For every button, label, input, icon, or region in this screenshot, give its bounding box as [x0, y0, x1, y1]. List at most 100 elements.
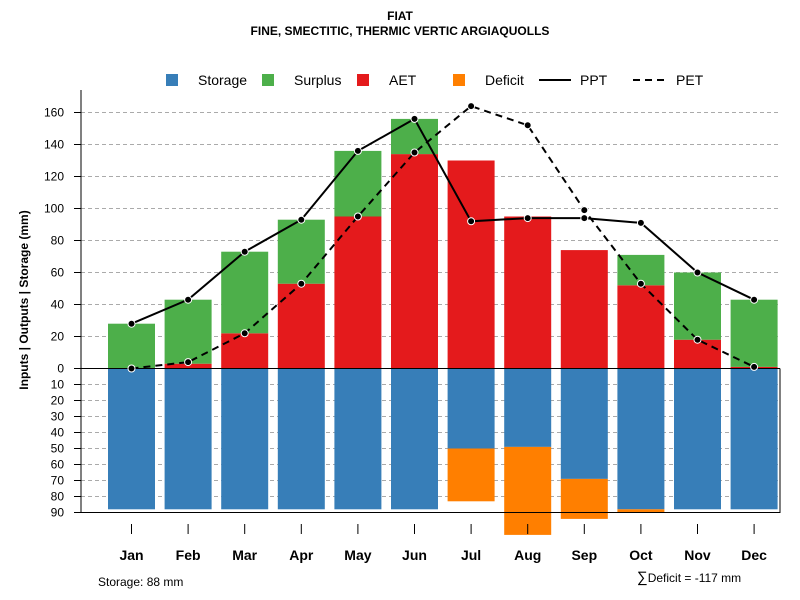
- legend-deficit-label: Deficit: [485, 72, 524, 88]
- pet-line: [131, 104, 755, 370]
- ppt-point: [353, 146, 362, 155]
- surplus-bar: [221, 251, 269, 334]
- storage-bar: [277, 368, 325, 510]
- legend-aet-label: AET: [389, 72, 417, 88]
- legend-pet-label: PET: [676, 72, 704, 88]
- aet-bar: [674, 339, 721, 369]
- lower-frame: [81, 368, 781, 513]
- pet-point: [693, 335, 702, 344]
- storage-bar: [447, 368, 495, 449]
- y-tick-label: 160: [44, 106, 64, 120]
- ppt-point: [297, 215, 306, 224]
- y-axis-label: Inputs | Outputs | Storage (mm): [17, 210, 31, 389]
- chart-subtitle: FINE, SMECTITIC, THERMIC VERTIC ARGIAQUO…: [250, 24, 550, 38]
- pet-point: [523, 121, 532, 130]
- y-tick-label: 30: [51, 410, 65, 424]
- x-tick-label: Aug: [514, 547, 541, 563]
- surplus-bar: [334, 150, 382, 217]
- ppt-line: [131, 117, 755, 325]
- storage-bar: [730, 368, 778, 510]
- surplus-bar: [277, 219, 325, 284]
- pet-point: [184, 358, 193, 367]
- surplus-bar: [108, 323, 155, 369]
- pet-point: [410, 148, 419, 157]
- pet-point: [636, 279, 645, 288]
- y-tick-label: 80: [51, 234, 65, 248]
- legend-deficit-swatch: [453, 74, 465, 86]
- x-tick-label: Feb: [176, 547, 201, 563]
- legend-surplus-swatch: [262, 74, 274, 86]
- x-tick-label: Dec: [741, 547, 767, 563]
- x-tick-label: Jul: [461, 547, 481, 563]
- aet-bar: [447, 160, 495, 369]
- sigma-icon: ∑: [637, 569, 648, 586]
- y-tick-label: 50: [51, 442, 65, 456]
- ppt-point: [467, 217, 476, 226]
- deficit-footnote: ∑Deficit = -117 mm: [637, 569, 741, 586]
- surplus-bar: [674, 272, 721, 340]
- x-tick-label: Jan: [119, 547, 143, 563]
- legend-storage-label: Storage: [198, 72, 247, 88]
- aet-bar: [617, 285, 665, 369]
- storage-bar: [108, 368, 155, 510]
- storage-bar: [504, 368, 552, 447]
- pet-point: [467, 102, 476, 111]
- storage-bar: [334, 368, 382, 510]
- surplus-bar: [730, 299, 778, 367]
- aet-bar: [391, 154, 438, 369]
- storage-bar: [560, 368, 608, 479]
- ppt-point: [410, 114, 419, 123]
- storage-bar: [221, 368, 269, 510]
- pet-point: [580, 206, 589, 215]
- aet-bar: [334, 216, 382, 369]
- y-tick-label: 60: [51, 266, 65, 280]
- y-tick-label: 140: [44, 138, 64, 152]
- y-tick-label: 0: [57, 362, 64, 376]
- x-tick-label: Jun: [402, 547, 427, 563]
- legend-storage-swatch: [166, 74, 178, 86]
- y-tick-label: 10: [51, 378, 65, 392]
- aet-bar: [504, 216, 552, 369]
- ppt-point: [523, 214, 532, 223]
- legend-ppt-label: PPT: [580, 72, 608, 88]
- storage-bar: [391, 368, 438, 510]
- ppt-point: [127, 319, 136, 328]
- deficit-total-label: Deficit = -117 mm: [647, 571, 742, 585]
- chart-title: FIAT: [387, 9, 413, 23]
- pet-point: [297, 279, 306, 288]
- y-tick-label: 60: [51, 458, 65, 472]
- x-tick-label: Nov: [684, 547, 711, 563]
- x-tick-label: Mar: [232, 547, 257, 563]
- aet-bar: [560, 250, 608, 369]
- pet-point: [240, 329, 249, 338]
- y-tick-label: 40: [51, 298, 65, 312]
- pet-point: [127, 364, 136, 373]
- y-tick-label: 100: [44, 202, 64, 216]
- legend-surplus-label: Surplus: [294, 72, 341, 88]
- y-tick-label: 90: [51, 506, 65, 520]
- deficit-bar: [504, 446, 552, 535]
- storage-bar: [617, 368, 665, 510]
- y-tick-label: 20: [51, 330, 65, 344]
- aet-bar: [221, 333, 269, 369]
- x-tick-label: Sep: [571, 547, 597, 563]
- storage-footnote: Storage: 88 mm: [98, 575, 184, 589]
- y-tick-label: 120: [44, 170, 64, 184]
- storage-bar: [674, 368, 721, 510]
- legend-aet-swatch: [357, 74, 369, 86]
- x-tick-label: Apr: [289, 547, 314, 563]
- pet-point: [750, 362, 759, 371]
- y-tick-label: 40: [51, 426, 65, 440]
- deficit-bar: [617, 509, 665, 513]
- ppt-point: [580, 214, 589, 223]
- x-tick-label: Oct: [629, 547, 653, 563]
- aet-bar: [277, 283, 325, 369]
- y-tick-label: 80: [51, 490, 65, 504]
- ppt-point: [636, 218, 645, 227]
- pet-point: [353, 212, 362, 221]
- ppt-point: [240, 247, 249, 256]
- x-tick-label: May: [344, 547, 371, 563]
- y-tick-label: 20: [51, 394, 65, 408]
- ppt-point: [184, 295, 193, 304]
